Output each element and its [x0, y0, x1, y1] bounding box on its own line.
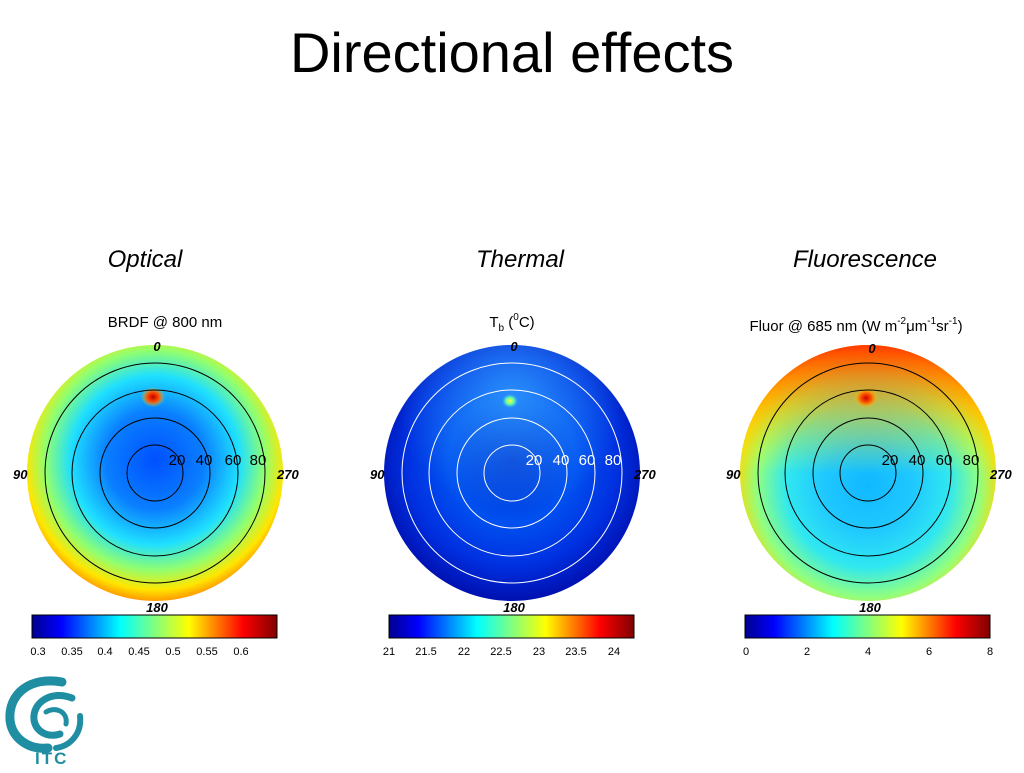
colorbar-tick: 24 — [608, 646, 620, 658]
plot-title: Fluor @ 685 nm (W m-2μm-1sr-1) — [749, 316, 962, 335]
polar-plot-brdf: BRDF @ 800 nm 20 40 60 80 0 90 270 180 0… — [5, 305, 305, 665]
angle-label-bottom: 180 — [503, 600, 525, 615]
polar-ring-20 — [839, 444, 897, 502]
colorbar-tick: 0.3 — [30, 646, 45, 658]
polar-ring-40 — [456, 417, 568, 529]
colorbar-tick: 6 — [926, 646, 932, 658]
colorbar-tick: 4 — [865, 646, 871, 658]
hotspot — [854, 388, 878, 408]
colorbar-tick: 0.55 — [196, 646, 217, 658]
colorbar-tick: 0.35 — [61, 646, 82, 658]
colorbar-tick: 2 — [804, 646, 810, 658]
polar-ring-60 — [71, 389, 239, 557]
ring-label-80: 80 — [963, 452, 980, 469]
ring-label-20: 20 — [526, 452, 543, 469]
polar-plot-thermal: Tb (0C) 20 40 60 80 0 90 270 180 21 21.5… — [362, 305, 662, 665]
angle-label-right: 270 — [633, 467, 656, 482]
column-label-optical: Optical — [107, 246, 183, 273]
plot-title: BRDF @ 800 nm — [108, 314, 222, 331]
logo-text: ITC — [35, 749, 68, 768]
polar-heatmap-top — [740, 345, 996, 601]
column-label-thermal: Thermal — [475, 246, 565, 273]
colorbar — [31, 614, 278, 639]
angle-label-left: 90 — [726, 467, 741, 482]
angle-label-top: 0 — [868, 341, 876, 356]
hotspot — [141, 387, 165, 407]
ring-label-80: 80 — [605, 452, 622, 469]
ring-label-40: 40 — [196, 452, 213, 469]
polar-ring-40 — [812, 417, 924, 529]
colorbar-tick: 22.5 — [490, 646, 511, 658]
polar-plot-fluorescence: Fluor @ 685 nm (W m-2μm-1sr-1) 20 40 60 … — [718, 305, 1018, 665]
plot-title: Tb (0C) — [489, 312, 534, 334]
colorbar-tick: 0 — [743, 646, 749, 658]
colorbar-tick: 8 — [987, 646, 993, 658]
angle-label-bottom: 180 — [859, 600, 881, 615]
polar-plot-thermal-svg: Tb (0C) 20 40 60 80 0 90 270 180 21 21.5… — [370, 312, 656, 658]
ring-label-40: 40 — [553, 452, 570, 469]
polar-heatmap — [27, 345, 283, 601]
ring-label-60: 60 — [936, 452, 953, 469]
colorbar-tick: 0.4 — [97, 646, 112, 658]
polar-ring-80 — [44, 362, 266, 584]
colorbar-tick: 21.5 — [415, 646, 436, 658]
colorbar-tick: 0.45 — [128, 646, 149, 658]
polar-heatmap-glow — [384, 345, 640, 601]
colorbar-tick: 23 — [533, 646, 545, 658]
ring-label-40: 40 — [909, 452, 926, 469]
itc-logo: ITC — [0, 672, 100, 768]
angle-label-left: 90 — [370, 467, 385, 482]
column-label-fluorescence: Fluorescence — [792, 246, 938, 273]
angle-label-bottom: 180 — [146, 600, 168, 615]
polar-ring-80 — [757, 362, 979, 584]
polar-ring-60 — [428, 389, 596, 557]
polar-ring-20 — [483, 444, 541, 502]
polar-ring-60 — [784, 389, 952, 557]
polar-ring-20 — [126, 444, 184, 502]
ring-label-60: 60 — [225, 452, 242, 469]
angle-label-top: 0 — [153, 339, 161, 354]
colorbar — [744, 614, 991, 639]
ring-label-80: 80 — [250, 452, 267, 469]
colorbar-tick: 23.5 — [565, 646, 586, 658]
itc-logo-mark: ITC — [5, 676, 84, 768]
angle-label-right: 270 — [989, 467, 1012, 482]
angle-label-left: 90 — [13, 467, 28, 482]
ring-label-20: 20 — [882, 452, 899, 469]
colorbar-tick: 21 — [383, 646, 395, 658]
polar-plot-brdf-svg: BRDF @ 800 nm 20 40 60 80 0 90 270 180 0… — [13, 314, 299, 658]
colorbar — [388, 614, 635, 639]
hotspot — [502, 394, 518, 408]
colorbar-tick: 0.5 — [165, 646, 180, 658]
colorbar-tick: 0.6 — [233, 646, 248, 658]
slide-title: Directional effects — [289, 21, 735, 84]
ring-label-60: 60 — [579, 452, 596, 469]
polar-ring-40 — [99, 417, 211, 529]
ring-label-20: 20 — [169, 452, 186, 469]
polar-plot-fluorescence-svg: Fluor @ 685 nm (W m-2μm-1sr-1) 20 40 60 … — [726, 316, 1012, 658]
polar-ring-80 — [401, 362, 623, 584]
angle-label-right: 270 — [276, 467, 299, 482]
angle-label-top: 0 — [510, 339, 518, 354]
colorbar-tick: 22 — [458, 646, 470, 658]
